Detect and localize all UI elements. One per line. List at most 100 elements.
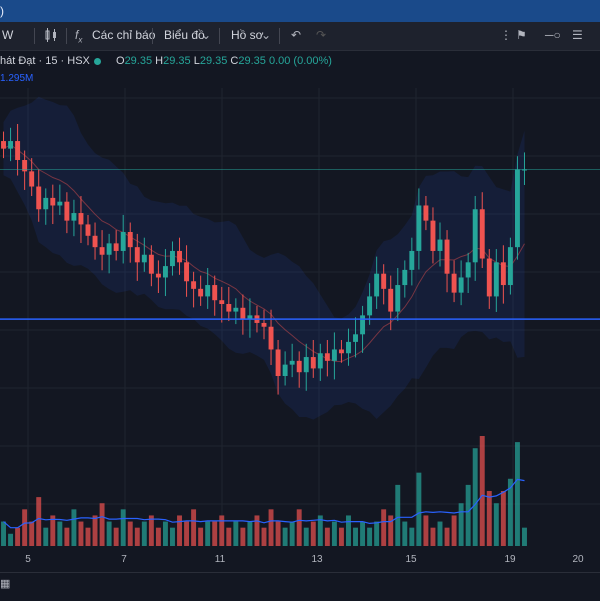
candle-body bbox=[113, 243, 119, 251]
candle-body bbox=[388, 288, 394, 312]
volume-bar bbox=[437, 521, 443, 546]
x-axis-tick-label: 15 bbox=[405, 554, 417, 565]
candle-body bbox=[43, 197, 49, 210]
symbol-title[interactable]: hát Đạt · 15 · HSX bbox=[0, 55, 90, 67]
volume-bar bbox=[92, 515, 98, 546]
volume-bar bbox=[486, 491, 492, 546]
volume-bar bbox=[233, 521, 239, 546]
horizontal-ray-icon[interactable]: ─○ bbox=[545, 28, 561, 42]
candle-body bbox=[296, 360, 302, 373]
x-axis-tick-label: 7 bbox=[121, 554, 127, 565]
candle-body bbox=[381, 273, 387, 289]
candle-body bbox=[191, 281, 197, 289]
volume-bar bbox=[247, 521, 253, 546]
toolbar-divider bbox=[279, 28, 280, 44]
volume-bar bbox=[191, 509, 197, 546]
candle-body bbox=[50, 197, 56, 206]
volume-bar bbox=[360, 521, 366, 546]
settings-sliders-icon[interactable]: ☰ bbox=[572, 28, 583, 42]
candle-body bbox=[437, 239, 443, 251]
market-status-icon bbox=[94, 58, 101, 65]
candle-body bbox=[430, 220, 436, 251]
candle-body bbox=[99, 247, 105, 255]
candle-body bbox=[261, 322, 267, 327]
window-title: ) bbox=[0, 4, 4, 18]
volume-bar bbox=[353, 527, 358, 546]
chevron-down-icon[interactable]: ⌄ bbox=[201, 28, 212, 42]
volume-bar bbox=[465, 484, 471, 546]
candle-body bbox=[395, 285, 401, 312]
volume-bar bbox=[388, 515, 394, 546]
flag-icon[interactable]: ⚑ bbox=[516, 28, 527, 42]
volume-bar bbox=[50, 515, 56, 546]
volume-bar bbox=[99, 503, 105, 546]
volume-bar bbox=[409, 527, 415, 546]
volume-bar bbox=[296, 509, 302, 546]
candle-body bbox=[458, 277, 464, 293]
drag-handle-icon[interactable]: ⋮ bbox=[500, 28, 512, 42]
candle-body bbox=[423, 205, 429, 221]
volume-bar bbox=[317, 515, 323, 546]
candle-body bbox=[282, 364, 288, 376]
candle-body bbox=[353, 334, 358, 342]
volume-bar bbox=[113, 527, 119, 546]
candle-body bbox=[212, 285, 218, 301]
volume-bar bbox=[22, 509, 28, 546]
profile-button[interactable]: Hồ sơ bbox=[231, 28, 264, 42]
candle-body bbox=[493, 262, 499, 297]
toolbar-divider bbox=[34, 28, 35, 44]
calendar-icon[interactable]: ▦ bbox=[0, 578, 11, 590]
interval-button[interactable]: W bbox=[2, 28, 14, 42]
candle-body bbox=[522, 169, 527, 171]
candle-body bbox=[247, 315, 253, 320]
function-icon[interactable]: fx bbox=[75, 28, 83, 45]
volume-bar bbox=[458, 503, 464, 546]
volume-bar bbox=[374, 521, 380, 546]
undo-icon[interactable]: ↶ bbox=[291, 28, 302, 42]
candle-body bbox=[486, 258, 492, 297]
price-chart[interactable]: 5 7 11 13 15 19 20 bbox=[0, 88, 600, 572]
volume-bar bbox=[198, 527, 204, 546]
volume-bar bbox=[268, 509, 274, 546]
volume-bar bbox=[282, 527, 288, 546]
volume-bar bbox=[514, 442, 520, 546]
candle-body bbox=[226, 304, 232, 312]
volume-bar bbox=[381, 509, 387, 546]
volume-bar bbox=[493, 503, 499, 546]
volume-bar bbox=[451, 515, 457, 546]
x-axis-tick-label: 20 bbox=[572, 554, 584, 565]
volume-bar bbox=[395, 484, 401, 546]
candle-body bbox=[514, 169, 520, 248]
candle-body bbox=[240, 307, 246, 320]
volume-bar bbox=[254, 515, 260, 546]
candle-body bbox=[155, 273, 161, 278]
candle-body bbox=[289, 360, 295, 365]
volume-bar bbox=[162, 521, 168, 546]
volume-bar bbox=[240, 527, 246, 546]
candle-body bbox=[451, 273, 457, 293]
candle-body bbox=[507, 247, 513, 286]
window-titlebar: ) bbox=[0, 0, 600, 22]
volume-bar bbox=[1, 521, 6, 546]
redo-icon[interactable]: ↷ bbox=[316, 28, 327, 42]
volume-bar bbox=[71, 509, 77, 546]
volume-bar bbox=[134, 527, 140, 546]
chart-type-button[interactable]: Biểu đồ bbox=[164, 28, 205, 42]
bottom-toolbar: ▦ bbox=[0, 572, 600, 601]
candle-body bbox=[360, 315, 366, 335]
candlestick-icon[interactable] bbox=[44, 28, 58, 45]
candle-body bbox=[120, 232, 126, 251]
candle-body bbox=[374, 273, 380, 297]
candle-body bbox=[346, 341, 351, 354]
chevron-down-icon[interactable]: ⌄ bbox=[261, 28, 272, 42]
volume-bar bbox=[170, 527, 175, 546]
volume-bar bbox=[324, 527, 330, 546]
volume-bar bbox=[289, 521, 295, 546]
indicators-button[interactable]: Các chỉ báo bbox=[92, 28, 156, 42]
volume-bar bbox=[219, 515, 225, 546]
toolbar-divider bbox=[219, 28, 220, 44]
candle-body bbox=[162, 266, 168, 278]
candle-body bbox=[472, 209, 478, 263]
volume-bar bbox=[57, 521, 63, 546]
volume-bar bbox=[15, 527, 21, 546]
